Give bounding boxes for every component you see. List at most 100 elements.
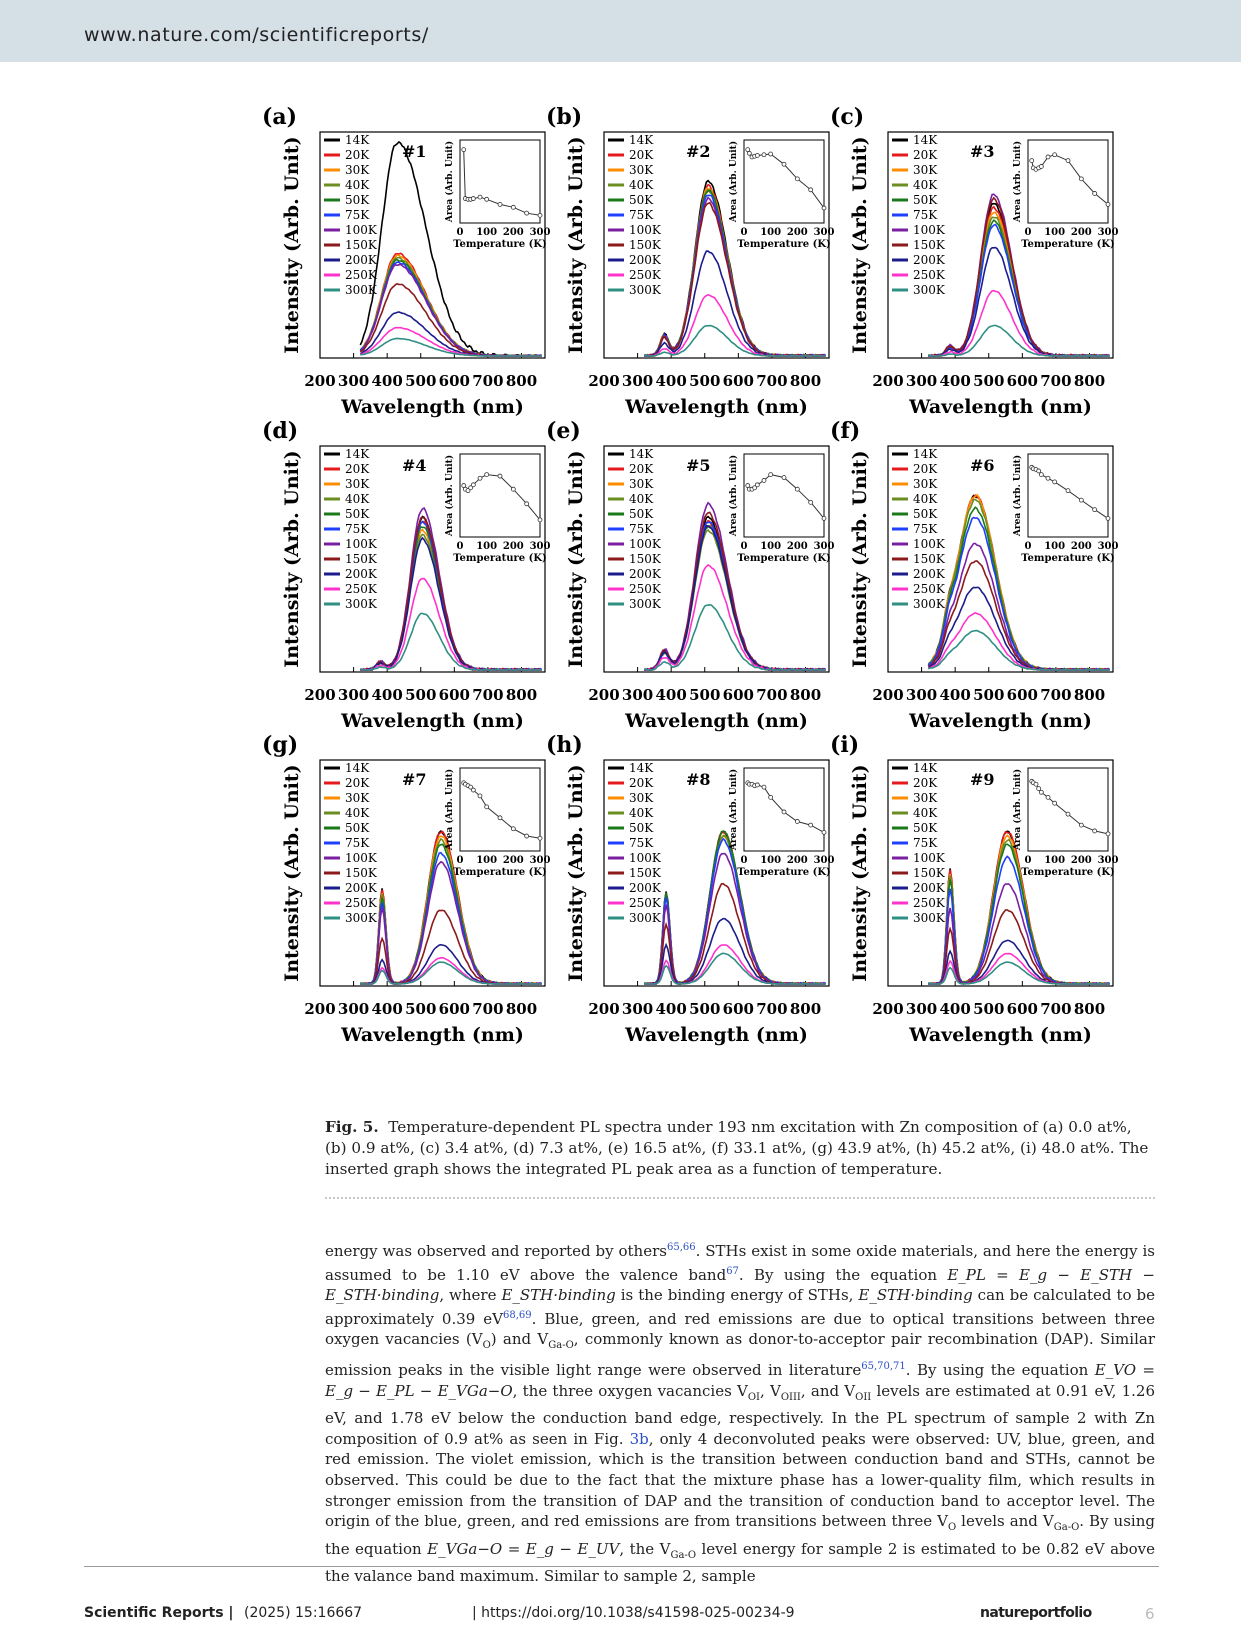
legend-entry: 150K (345, 238, 378, 252)
equation: E_VGa−O = E_g − E_UV (427, 1539, 620, 1558)
legend-entry: 30K (629, 163, 654, 177)
legend-entry: 75K (913, 522, 938, 536)
legend-entry: 20K (913, 148, 938, 162)
inset-point (794, 486, 800, 492)
x-axis-label: Wavelength (nm) (908, 710, 1092, 732)
legend-entry: 150K (629, 552, 662, 566)
legend-entry: 75K (629, 208, 654, 222)
legend-entry: 200K (345, 253, 378, 267)
legend-entry: 30K (629, 477, 654, 491)
plot-frame (887, 759, 1114, 987)
inset-point (477, 194, 483, 200)
legend-entry: 50K (345, 821, 370, 835)
legend-entry: 30K (345, 791, 370, 805)
citation[interactable]: 65,66 (666, 1242, 696, 1253)
x-tick-label: 700 (1040, 372, 1071, 390)
inset-y-label: Area (Arb. Unit) (444, 769, 455, 851)
inset-point (1092, 191, 1098, 196)
legend-entry: 300K (913, 283, 946, 297)
panel-label: (c) (830, 104, 864, 130)
inset-x-label: Temperature (K) (453, 239, 547, 250)
inset-point (781, 475, 787, 480)
x-tick-label: 700 (472, 372, 503, 390)
x-tick-label: 400 (656, 686, 687, 704)
x-tick-label: 400 (656, 1000, 687, 1018)
inset-tick-label: 200 (787, 227, 808, 238)
inset-point (808, 499, 814, 505)
inset-point (468, 485, 474, 491)
legend-entry: 250K (345, 268, 378, 282)
x-tick-label: 300 (338, 1000, 369, 1018)
legend-entry: 200K (913, 253, 946, 267)
legend-entry: 30K (345, 163, 370, 177)
legend-entry: 40K (345, 178, 370, 192)
inset-point (510, 826, 516, 832)
sample-label: #8 (686, 770, 711, 789)
inset-frame (743, 453, 825, 538)
inset-point (1038, 164, 1044, 169)
x-tick-label: 600 (1007, 1000, 1038, 1018)
legend-entry: 300K (345, 597, 378, 611)
inset-tick-label: 0 (1025, 227, 1032, 238)
inset-point (821, 205, 827, 211)
citation[interactable]: 68,69 (502, 1309, 532, 1321)
sample-label: #4 (402, 456, 427, 475)
legend-entry: 50K (629, 507, 654, 521)
site-url[interactable]: www.nature.com/scientificreports/ (84, 24, 429, 46)
legend-entry: 300K (913, 597, 946, 611)
y-axis-label: Intensity (Arb. Unit) (565, 764, 587, 981)
legend-entry: 200K (345, 881, 378, 895)
inset-tick-label: 300 (814, 541, 835, 552)
inset-point (1038, 472, 1044, 478)
x-tick-label: 500 (689, 1000, 720, 1018)
inset-tick-label: 0 (741, 227, 748, 238)
legend-entry: 75K (629, 836, 654, 850)
legend-entry: 100K (629, 851, 662, 865)
inset-tick-label: 200 (503, 541, 524, 552)
x-tick-label: 400 (940, 686, 971, 704)
inset-tick-label: 0 (457, 855, 464, 866)
legend-entry: 250K (913, 896, 946, 910)
inset-point (524, 210, 530, 216)
x-tick-label: 700 (472, 686, 503, 704)
inset-point (1105, 201, 1111, 207)
inset-tick-label: 100 (476, 227, 497, 238)
inset-tick-label: 0 (457, 541, 464, 552)
legend-entry: 150K (629, 238, 662, 252)
x-tick-label: 800 (506, 372, 537, 390)
legend-entry: 14K (345, 447, 370, 461)
legend-entry: 250K (629, 268, 662, 282)
inset-tick-label: 100 (760, 855, 781, 866)
spectrum-line-300K (928, 961, 1110, 985)
inset-tick-label: 100 (476, 541, 497, 552)
figure-link[interactable]: 3b (629, 1429, 649, 1448)
x-tick-label: 800 (790, 1000, 821, 1018)
x-tick-label: 300 (622, 686, 653, 704)
panel-label: (b) (546, 104, 582, 130)
y-axis-label: Intensity (Arb. Unit) (565, 136, 587, 353)
inset-point (537, 517, 543, 523)
inset-point (768, 151, 774, 157)
inset-tick-label: 100 (1044, 227, 1065, 238)
spectrum-line-300K (360, 337, 542, 357)
legend-entry: 14K (913, 133, 938, 147)
citation[interactable]: 67 (726, 1265, 739, 1277)
citation[interactable]: 65,70,71 (861, 1360, 906, 1372)
footer-doi-link[interactable]: | https://doi.org/10.1038/s41598-025-002… (472, 1605, 795, 1621)
spectrum-line-300K (360, 961, 542, 985)
legend-entry: 14K (913, 447, 938, 461)
x-tick-label: 300 (906, 686, 937, 704)
x-axis-label: Wavelength (nm) (908, 1024, 1092, 1046)
spectrum-line-300K (644, 952, 826, 985)
legend-entry: 50K (629, 193, 654, 207)
inset-y-label: Area (Arb. Unit) (1012, 455, 1023, 537)
figure-caption: Fig. 5. Temperature-dependent PL spectra… (325, 1118, 1149, 1178)
x-tick-label: 500 (973, 372, 1004, 390)
plot-frame (887, 131, 1114, 359)
legend-entry: 250K (345, 582, 378, 596)
legend-entry: 100K (629, 223, 662, 237)
page-number: 6 (1145, 1605, 1155, 1623)
x-tick-label: 400 (372, 372, 403, 390)
legend-entry: 75K (345, 522, 370, 536)
x-axis-label: Wavelength (nm) (908, 396, 1092, 418)
